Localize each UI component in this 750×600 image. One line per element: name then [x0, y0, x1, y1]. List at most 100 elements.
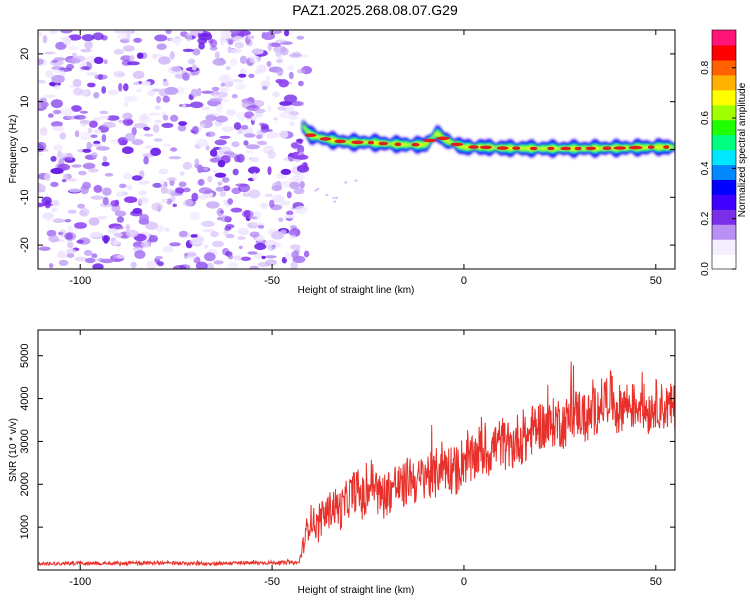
noise-blob	[160, 178, 165, 187]
noise-blob	[82, 148, 92, 153]
noise-blob	[91, 253, 98, 259]
noise-blob	[209, 46, 218, 51]
noise-blob	[100, 258, 114, 264]
ridge-peak	[628, 145, 643, 150]
noise-blob	[204, 190, 211, 194]
noise-blob	[38, 152, 43, 157]
noise-blob	[166, 177, 177, 181]
noise-blob	[74, 256, 88, 262]
noise-blob	[212, 240, 224, 248]
x-tick-label: -50	[264, 275, 280, 287]
noise-blob	[254, 242, 267, 251]
colorbar-swatch	[712, 104, 736, 121]
noise-blob	[243, 133, 256, 138]
noise-blob	[220, 215, 231, 223]
noise-blob	[314, 189, 318, 192]
noise-blob	[205, 114, 217, 122]
noise-blob	[274, 242, 282, 248]
noise-blob	[185, 32, 193, 42]
noise-blob	[220, 76, 228, 83]
noise-blob	[205, 131, 216, 137]
noise-blob	[97, 215, 108, 220]
noise-blob	[214, 139, 227, 146]
noise-blob	[227, 46, 232, 54]
noise-blob	[272, 194, 285, 203]
noise-blob	[68, 34, 82, 41]
noise-blob	[295, 138, 304, 143]
noise-blob	[226, 109, 237, 116]
colorbar-swatch	[712, 224, 736, 240]
noise-blob	[134, 250, 146, 259]
ridge-peak	[334, 139, 347, 144]
noise-blob	[50, 99, 64, 109]
noise-blob	[67, 57, 81, 64]
noise-blob	[43, 51, 56, 55]
ridge-peak	[378, 141, 389, 146]
noise-blob	[113, 48, 125, 55]
noise-blob	[227, 39, 234, 45]
noise-blob	[229, 30, 241, 34]
noise-blob	[276, 67, 284, 77]
noise-blob	[89, 120, 98, 128]
noise-blob	[131, 175, 143, 181]
noise-blob	[48, 235, 60, 243]
noise-blob	[168, 156, 182, 160]
x-tick-label: 50	[650, 275, 662, 287]
snr-series-line	[38, 361, 675, 567]
ridge-peak	[480, 145, 492, 150]
x-tick-label: 0	[461, 275, 467, 287]
noise-blob	[129, 55, 135, 62]
noise-blob	[344, 181, 348, 184]
noise-blob	[182, 161, 192, 170]
ridge-peak	[411, 142, 420, 147]
noise-blob	[280, 168, 292, 175]
noise-blob	[182, 199, 194, 207]
noise-blob	[50, 155, 57, 162]
noise-blob	[293, 188, 305, 195]
noise-blob	[80, 110, 88, 114]
noise-blob	[173, 265, 187, 269]
noise-blob	[145, 221, 159, 230]
noise-blob	[102, 187, 112, 196]
noise-blob	[61, 179, 67, 183]
noise-blob	[258, 122, 265, 126]
y-tick-label: -10	[19, 189, 31, 205]
noise-blob	[150, 147, 162, 156]
noise-blob	[108, 89, 119, 96]
noise-blob	[228, 254, 234, 260]
noise-blob	[67, 225, 74, 234]
noise-blob	[201, 220, 215, 227]
noise-blob	[211, 86, 220, 92]
noise-blob	[52, 125, 65, 132]
noise-blob	[257, 224, 265, 229]
noise-blob	[123, 100, 129, 108]
noise-blob	[279, 47, 289, 56]
noise-blob	[171, 66, 182, 72]
noise-blob	[251, 48, 264, 55]
noise-blob	[284, 214, 296, 219]
noise-blob	[102, 155, 108, 163]
noise-blob	[147, 112, 161, 116]
noise-blob	[256, 134, 263, 140]
noise-blob	[257, 140, 268, 146]
colorbar-swatch	[712, 179, 736, 195]
noise-blob	[162, 114, 169, 121]
noise-blob	[90, 195, 105, 200]
noise-blob	[189, 211, 201, 221]
noise-blob	[122, 146, 134, 154]
noise-blob	[62, 157, 72, 161]
noise-blob	[125, 119, 134, 125]
noise-blob	[262, 85, 268, 91]
noise-blob	[279, 130, 289, 139]
noise-blob	[283, 94, 298, 103]
noise-blob	[198, 32, 213, 41]
noise-blob	[289, 53, 302, 58]
noise-blob	[288, 71, 294, 80]
colorbar-gradient	[711, 29, 737, 270]
noise-blob	[354, 179, 358, 182]
noise-blob	[247, 35, 255, 40]
noise-blob	[257, 64, 267, 73]
noise-blob	[143, 156, 149, 165]
snr-panel: -100 -50 0 50 1000 2000 3000 4000 5000 Height o…	[8, 329, 676, 596]
noise-blob	[265, 259, 277, 266]
